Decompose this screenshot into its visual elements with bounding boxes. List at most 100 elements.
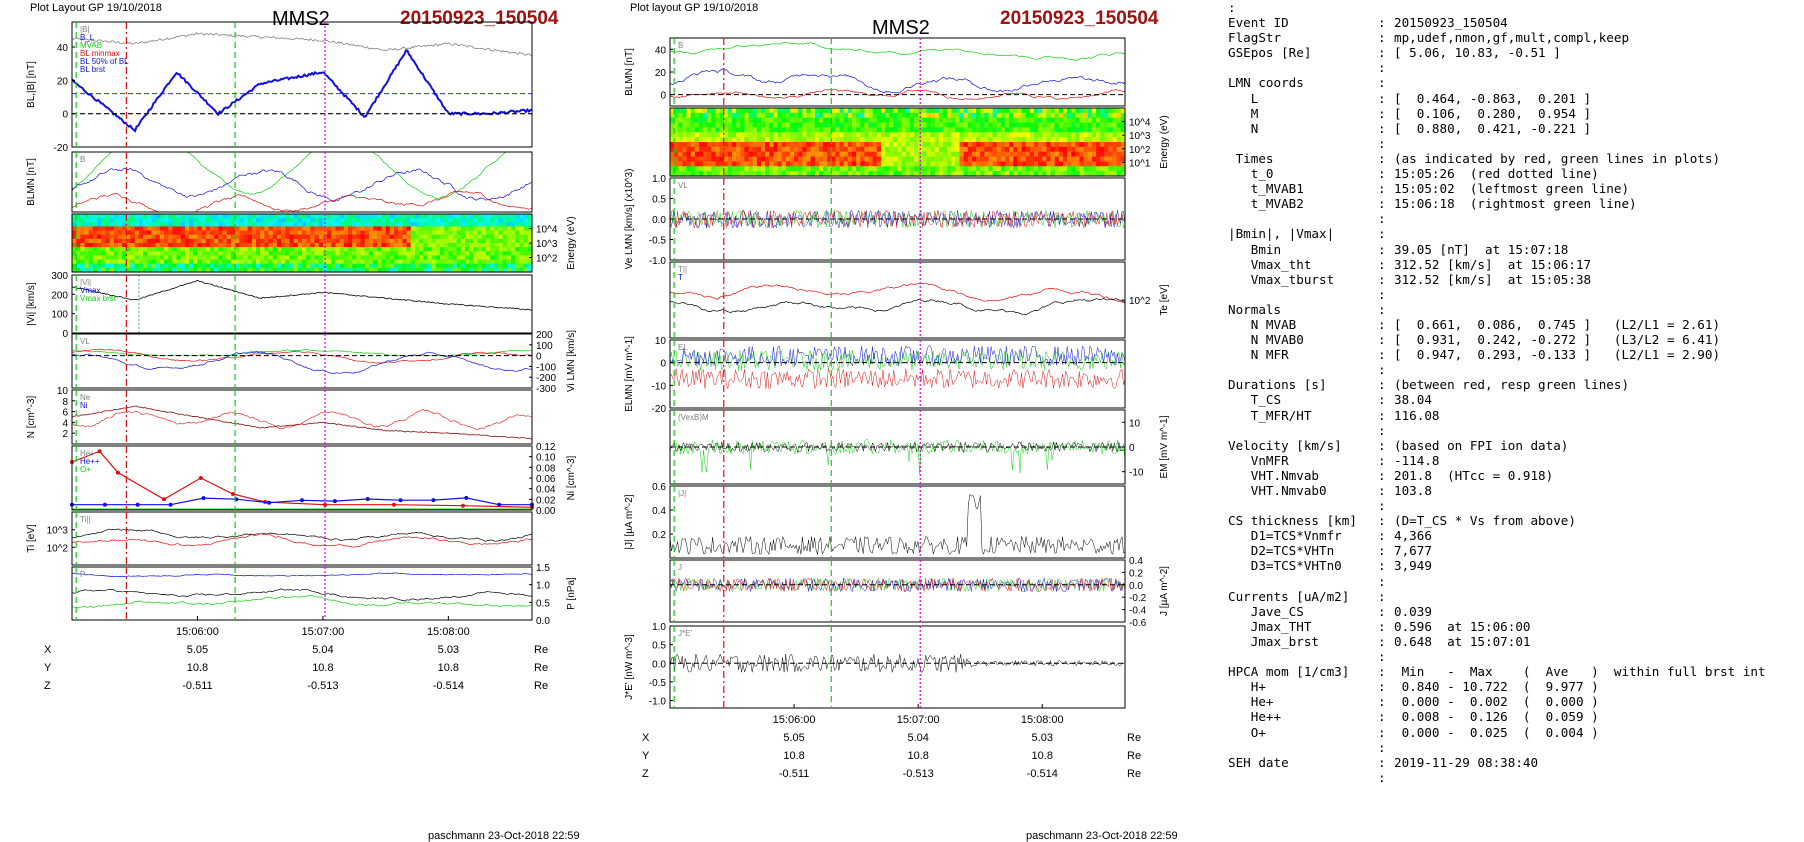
- heatmap-cell: [348, 255, 353, 261]
- heatmap-cell: [901, 132, 907, 138]
- heatmap-cell: [856, 146, 861, 153]
- heatmap-cell: [769, 108, 775, 114]
- heatmap-cell: [193, 255, 199, 261]
- heatmap-cell: [310, 234, 316, 240]
- heatmap-cell: [1079, 161, 1085, 167]
- heatmap-cell: [414, 267, 420, 273]
- heatmap-cell: [101, 238, 107, 244]
- heatmap-cell: [256, 230, 261, 236]
- heatmap-cell: [511, 234, 516, 240]
- heatmap-cell: [868, 117, 874, 124]
- heatmap-cell: [456, 247, 462, 252]
- heatmap-cell: [1034, 112, 1039, 119]
- heatmap-cell: [92, 243, 98, 248]
- heatmap-cell: [818, 112, 824, 119]
- heatmap-cell: [988, 171, 994, 177]
- heatmap-cell: [988, 161, 994, 167]
- heatmap-cell: [976, 122, 981, 129]
- heatmap-cell: [214, 234, 219, 240]
- heatmap-cell: [1062, 112, 1068, 119]
- heatmap-cell: [802, 142, 808, 148]
- heatmap-cell: [847, 156, 853, 163]
- heatmap-cell: [72, 234, 77, 240]
- heatmap-cell: [327, 263, 332, 269]
- heatmap-cell: [926, 137, 932, 143]
- heatmap-cell: [711, 151, 717, 158]
- heatmap-cell: [806, 137, 812, 143]
- heatmap-cell: [976, 166, 981, 172]
- heatmap-cell: [130, 230, 136, 236]
- heatmap-cell: [473, 230, 479, 236]
- heatmap-cell: [1100, 122, 1105, 129]
- heatmap-cell: [373, 222, 378, 228]
- heatmap-cell: [113, 230, 119, 236]
- heatmap-cell: [389, 214, 395, 219]
- heatmap-cell: [872, 132, 878, 138]
- heatmap-cell: [381, 234, 387, 240]
- heatmap-cell: [322, 234, 328, 240]
- heatmap-cell: [444, 243, 449, 248]
- info-label: Event ID: [1228, 15, 1289, 31]
- heatmap-cell: [164, 247, 169, 252]
- heatmap-cell: [670, 156, 675, 163]
- heatmap-cell: [839, 117, 845, 124]
- info-value: 15:05:26 (red dotted line): [1394, 166, 1599, 182]
- heatmap-cell: [481, 226, 487, 232]
- heatmap-cell: [180, 267, 186, 273]
- heatmap-cell: [481, 214, 487, 219]
- heatmap-cell: [448, 214, 454, 219]
- heatmap-cell: [197, 247, 203, 252]
- heatmap-cell: [410, 251, 416, 257]
- heatmap-cell: [515, 251, 521, 257]
- info-value: 0.000 - 0.025 ( 0.004 ): [1394, 724, 1599, 740]
- heatmap-cell: [976, 156, 981, 163]
- heatmap-cell: [860, 117, 866, 124]
- heatmap-cell: [306, 226, 311, 232]
- heatmap-cell: [88, 263, 94, 269]
- heatmap-cell: [381, 218, 387, 223]
- heatmap-cell: [694, 132, 700, 138]
- heatmap-cell: [523, 226, 529, 232]
- info-value: (D=T_CS * Vs from above): [1394, 513, 1576, 529]
- info-separator: :: [1378, 649, 1394, 665]
- data-point: [398, 498, 403, 503]
- heatmap-cell: [1009, 122, 1014, 129]
- heatmap-cell: [256, 226, 261, 232]
- heatmap-cell: [831, 146, 837, 153]
- heatmap-cell: [736, 161, 741, 167]
- heatmap-cell: [905, 132, 911, 138]
- heatmap-cell: [864, 127, 870, 133]
- data-point: [231, 492, 235, 496]
- heatmap-cell: [126, 222, 132, 228]
- heatmap-cell: [885, 108, 890, 114]
- heatmap-cell: [92, 251, 98, 257]
- info-label: GSEpos [Re]: [1228, 45, 1312, 61]
- heatmap-cell: [302, 251, 307, 257]
- series-line: [71, 49, 533, 133]
- heatmap-cell: [260, 259, 265, 265]
- heatmap-cell: [247, 214, 253, 219]
- heatmap-cell: [711, 132, 717, 138]
- heatmap-cell: [748, 127, 754, 133]
- heatmap-cell: [172, 218, 178, 223]
- heatmap-cell: [368, 226, 374, 232]
- heatmap-cell: [201, 218, 207, 223]
- info-label: t_MVAB1: [1228, 181, 1304, 197]
- heatmap-cell: [460, 259, 466, 265]
- heatmap-cell: [360, 255, 366, 261]
- heatmap-cell: [992, 142, 998, 148]
- heatmap-cell: [352, 218, 357, 223]
- heatmap-cell: [926, 171, 932, 177]
- heatmap-cell: [1091, 166, 1097, 172]
- heatmap-cell: [515, 234, 521, 240]
- heatmap-cell: [831, 132, 837, 138]
- heatmap-cell: [414, 226, 420, 232]
- heatmap-cell: [293, 259, 299, 265]
- heatmap-cell: [769, 122, 775, 129]
- heatmap-cell: [1071, 142, 1076, 148]
- heatmap-cell: [934, 117, 940, 124]
- heatmap-cell: [306, 259, 311, 265]
- heatmap-cell: [147, 226, 153, 232]
- heatmap-cell: [1112, 166, 1118, 172]
- heatmap-cell: [452, 267, 458, 273]
